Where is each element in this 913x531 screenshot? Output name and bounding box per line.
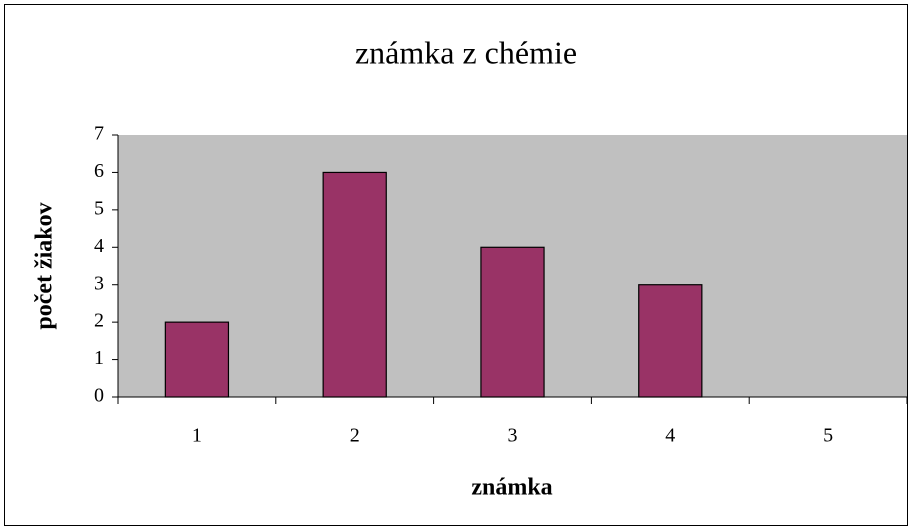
y-axis-label: počet žiakov <box>32 202 58 329</box>
y-tick-label: 2 <box>94 310 104 332</box>
bar <box>322 171 387 398</box>
bar <box>638 284 703 398</box>
bar <box>480 246 545 398</box>
y-tick-label: 0 <box>94 385 104 407</box>
x-tick-label: 2 <box>350 425 360 447</box>
y-tick-label: 7 <box>94 123 104 145</box>
y-tick-label: 6 <box>94 160 104 182</box>
x-axis-label: známka <box>471 475 552 501</box>
y-tick-label: 5 <box>94 197 104 219</box>
x-tick-label: 5 <box>823 425 833 447</box>
y-tick-label: 3 <box>94 272 104 294</box>
x-tick-label: 3 <box>508 425 518 447</box>
y-tick-label: 1 <box>94 347 104 369</box>
chart-title: známka z chémie <box>355 34 577 70</box>
y-tick-label: 4 <box>94 235 104 257</box>
x-tick-label: 1 <box>192 425 202 447</box>
bar <box>164 321 230 398</box>
x-tick-label: 4 <box>665 425 675 447</box>
